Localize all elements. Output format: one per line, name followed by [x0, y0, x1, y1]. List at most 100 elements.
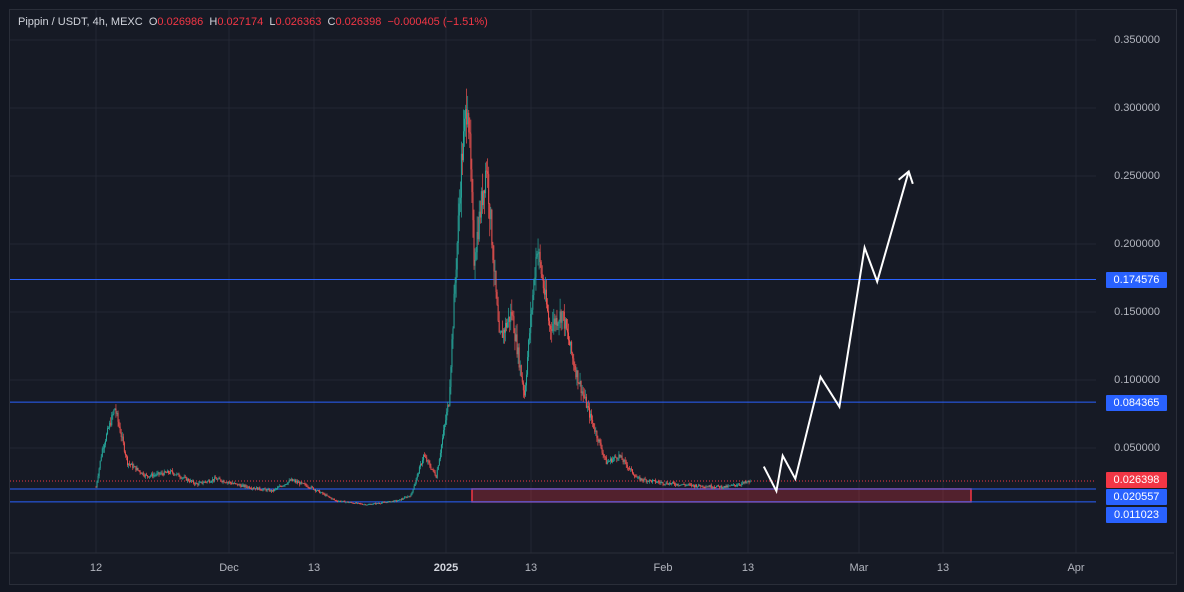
- candle-body: [405, 496, 407, 498]
- candle-body: [327, 495, 329, 497]
- time-tick: 13: [307, 562, 321, 574]
- candle-body: [164, 471, 166, 473]
- candle-body: [452, 328, 454, 340]
- candle-body: [254, 488, 256, 490]
- candle-body: [389, 501, 391, 503]
- candle-body: [363, 504, 365, 506]
- candle-body: [552, 323, 554, 331]
- candle-body: [453, 293, 455, 329]
- level-badge-top[interactable]: 0.174576: [1106, 272, 1167, 288]
- candle-body: [696, 484, 698, 488]
- candle-body: [342, 500, 344, 502]
- demand-zone[interactable]: [471, 488, 972, 503]
- candle-body: [585, 396, 587, 408]
- candle-body: [306, 485, 308, 487]
- candle-body: [102, 448, 104, 450]
- candle-body: [656, 482, 658, 484]
- candle-body: [141, 472, 143, 474]
- candle-body: [128, 463, 130, 465]
- candle-body: [614, 456, 616, 459]
- candle-body: [660, 482, 662, 484]
- candle-body: [347, 501, 349, 503]
- candle-body: [458, 203, 460, 216]
- change-value: −0.000405 (−1.51%): [387, 16, 488, 28]
- candle-body: [198, 482, 200, 486]
- level-badge-mid[interactable]: 0.084365: [1106, 395, 1167, 411]
- candle-body: [435, 475, 437, 478]
- candle-body: [580, 381, 582, 393]
- candle-body: [269, 489, 271, 492]
- candle-body: [543, 288, 545, 295]
- candle-body: [664, 484, 666, 486]
- candle-body: [557, 323, 559, 326]
- candle-body: [234, 483, 236, 484]
- candle-body: [471, 169, 473, 193]
- candle-body: [486, 170, 488, 172]
- candle-body: [642, 480, 644, 481]
- candle-body: [97, 475, 99, 482]
- candle-body: [115, 408, 117, 414]
- candle-body: [577, 370, 579, 383]
- time-tick-year: 2025: [433, 562, 459, 574]
- candle-body: [133, 466, 135, 468]
- candle-body: [454, 282, 456, 294]
- candle-body: [545, 289, 547, 305]
- candle-body: [266, 489, 268, 491]
- candle-body: [613, 458, 615, 460]
- candle-body: [247, 486, 249, 488]
- candle-body: [599, 439, 601, 443]
- candle-body: [410, 494, 412, 497]
- candle-body: [673, 482, 674, 484]
- candle-body: [165, 472, 167, 474]
- candle-body: [367, 504, 369, 506]
- candle-body: [334, 500, 336, 501]
- candle-body: [670, 483, 672, 484]
- candle-body: [114, 408, 116, 411]
- candle-body: [487, 171, 489, 174]
- candle-body: [439, 453, 441, 460]
- candle-body: [576, 370, 578, 378]
- candle-body: [332, 498, 334, 500]
- time-tick: Dec: [219, 562, 239, 574]
- candle-body: [662, 482, 664, 485]
- candle-body: [161, 472, 163, 474]
- candle-body: [526, 374, 527, 386]
- candle-body: [710, 485, 712, 488]
- projection-path[interactable]: [762, 169, 914, 495]
- candle-body: [352, 503, 354, 504]
- candle-body: [422, 460, 424, 465]
- candle-body: [678, 485, 680, 486]
- candle-body: [203, 481, 205, 483]
- candle-body: [723, 485, 725, 488]
- candle-body: [110, 422, 112, 426]
- candle-body: [221, 481, 223, 482]
- candle-body: [555, 317, 557, 325]
- candle-body: [104, 440, 106, 445]
- candle-body: [727, 485, 729, 488]
- candle-body: [397, 500, 399, 501]
- candle-body: [184, 476, 186, 478]
- candle-body: [569, 340, 571, 346]
- candle-body: [463, 131, 464, 161]
- candle-body: [345, 501, 347, 503]
- candle-body: [318, 490, 320, 491]
- candle-body: [528, 339, 530, 358]
- candle-body: [305, 484, 307, 486]
- candle-body: [200, 481, 202, 483]
- candle-body: [426, 457, 428, 462]
- candle-body: [407, 496, 409, 498]
- candle-body: [594, 428, 596, 432]
- candle-body: [413, 486, 415, 490]
- candle-body: [182, 477, 184, 479]
- candle-body: [589, 407, 590, 418]
- candle-body: [263, 488, 265, 490]
- candle-body: [167, 470, 169, 473]
- candle-body: [522, 382, 524, 391]
- candle-body: [120, 432, 122, 437]
- candle-body: [144, 474, 146, 477]
- candle-body: [602, 452, 604, 455]
- zone-top-badge[interactable]: 0.020557: [1106, 489, 1167, 505]
- zone-bottom-badge[interactable]: 0.011023: [1106, 507, 1167, 523]
- candle-body: [726, 485, 728, 488]
